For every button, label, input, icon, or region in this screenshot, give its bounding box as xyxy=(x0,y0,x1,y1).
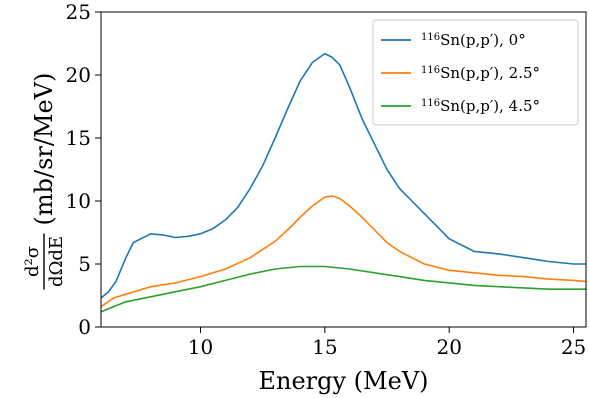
series-line-2 xyxy=(100,265,586,313)
y-tick-label: 0 xyxy=(78,315,91,339)
y-axis-title-units: (mb/sr/MeV) xyxy=(30,73,58,226)
y-axis-title-denominator: dΩdE xyxy=(46,236,67,287)
y-axis-title: d²σ dΩdE (mb/sr/MeV) xyxy=(22,73,67,290)
y-tick-label: 5 xyxy=(78,252,91,276)
x-tick-label: 20 xyxy=(436,335,461,359)
y-tick-label: 15 xyxy=(66,126,91,150)
x-axis-title: Energy (MeV) xyxy=(258,367,428,395)
y-axis: 0 5 10 15 20 25 xyxy=(66,0,101,339)
x-axis: 10 15 20 25 xyxy=(188,327,586,359)
series-line-0 xyxy=(100,52,586,299)
legend-box xyxy=(372,19,579,126)
y-tick-label: 25 xyxy=(66,0,91,24)
series-line-1 xyxy=(100,195,587,308)
legend-label-1: 116Sn(p,p′), 2.5° xyxy=(421,64,540,82)
series-layer xyxy=(100,52,587,313)
legend-label-0: 116Sn(p,p′), 0° xyxy=(421,31,526,49)
legend: 116Sn(p,p′), 0° 116Sn(p,p′), 2.5° 116Sn(p,… xyxy=(372,19,579,126)
y-axis-title-numerator: d²σ xyxy=(22,246,43,277)
x-tick-label: 25 xyxy=(561,335,586,359)
legend-label-2: 116Sn(p,p′), 4.5° xyxy=(421,97,540,115)
y-tick-label: 10 xyxy=(66,189,91,213)
x-tick-label: 15 xyxy=(312,335,337,359)
x-tick-label: 10 xyxy=(188,335,213,359)
plot-frame xyxy=(100,11,587,328)
y-tick-label: 20 xyxy=(66,63,91,87)
